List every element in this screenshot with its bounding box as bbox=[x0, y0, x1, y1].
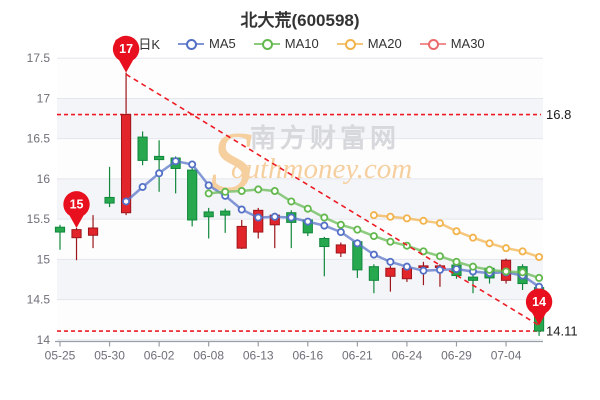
svg-text:15: 15 bbox=[70, 198, 84, 212]
chart-title: 北大荒(600598) bbox=[240, 11, 360, 30]
candle bbox=[335, 242, 346, 257]
legend-label: MA10 bbox=[284, 36, 319, 51]
candle bbox=[154, 140, 165, 192]
y-axis-tick-label: 17 bbox=[37, 91, 51, 105]
legend-item-ma5[interactable]: MA5 bbox=[178, 36, 236, 51]
y-axis-tick-label: 17.5 bbox=[27, 51, 51, 65]
y-axis-tick-label: 15 bbox=[37, 252, 51, 266]
x-axis-tick-label: 05-25 bbox=[45, 349, 76, 363]
x-axis-tick-label: 06-16 bbox=[292, 349, 323, 363]
price-pin-15: 15 bbox=[63, 191, 90, 229]
ma-line-legend-icon bbox=[336, 38, 363, 50]
candle bbox=[368, 264, 379, 294]
x-axis-tick-label: 06-24 bbox=[392, 349, 423, 363]
price-pin-14: 14 bbox=[525, 288, 553, 326]
price-pin-17: 17 bbox=[112, 35, 140, 73]
candle bbox=[385, 265, 396, 292]
candle bbox=[236, 219, 247, 249]
y-gridlines bbox=[57, 57, 543, 341]
candle bbox=[71, 228, 82, 261]
y-axis-tick-label: 16.5 bbox=[27, 132, 51, 146]
candle bbox=[203, 207, 214, 239]
candle bbox=[220, 208, 231, 233]
legend: 日K MA5 MA10 MA20 MA30 bbox=[0, 34, 600, 53]
svg-text:17: 17 bbox=[119, 42, 133, 56]
price-label-14.11: 14.11 bbox=[546, 324, 578, 339]
candle bbox=[54, 224, 66, 250]
y-axis-tick-label: 14.5 bbox=[27, 293, 51, 307]
x-axis: 05-25 05-30 06-02 06-08 06-13 06-16 06-21 06-24… bbox=[45, 340, 543, 363]
x-axis-tick-label: 06-29 bbox=[441, 349, 472, 363]
legend-label: MA5 bbox=[209, 36, 236, 51]
ma5-line bbox=[122, 157, 544, 291]
y-axis-tick-label: 14 bbox=[37, 333, 51, 347]
x-axis-tick-label: 07-04 bbox=[491, 349, 522, 363]
ma20-line bbox=[369, 211, 544, 261]
legend-item-ma10[interactable]: MA10 bbox=[253, 36, 319, 51]
price-label-16.8: 16.8 bbox=[546, 107, 571, 122]
ma-line-legend-icon bbox=[178, 38, 205, 50]
y-axis-tick-label: 16 bbox=[37, 172, 51, 186]
legend-item-ma20[interactable]: MA20 bbox=[336, 36, 402, 51]
watermark-en-text: outhmoney.com bbox=[231, 153, 412, 185]
x-axis-tick-label: 06-08 bbox=[193, 349, 224, 363]
candle bbox=[120, 72, 132, 216]
y-axis-tick-label: 15.5 bbox=[27, 212, 51, 226]
svg-text:14: 14 bbox=[532, 295, 546, 309]
legend-label: MA30 bbox=[450, 36, 485, 51]
candle bbox=[319, 236, 330, 277]
ma10-line bbox=[204, 185, 544, 282]
x-axis-tick-label: 06-13 bbox=[243, 349, 274, 363]
watermark-cn-text: 南方财富网 bbox=[250, 123, 400, 153]
x-axis-tick-label: 06-21 bbox=[342, 349, 373, 363]
candle bbox=[104, 166, 115, 208]
legend-label: 日K bbox=[138, 37, 161, 52]
x-axis-tick-label: 06-02 bbox=[144, 349, 175, 363]
legend-item-ma30[interactable]: MA30 bbox=[419, 36, 485, 51]
ma-line-legend-icon bbox=[253, 38, 280, 50]
ma-line-legend-icon bbox=[419, 38, 446, 50]
legend-label: MA20 bbox=[367, 36, 402, 51]
y-axis-labels: 17.5 17 16.5 16 15.5 15 14.5 14 bbox=[27, 51, 51, 347]
candle bbox=[87, 215, 99, 249]
candle bbox=[137, 131, 148, 166]
x-axis-tick-label: 05-30 bbox=[94, 349, 125, 363]
candle bbox=[187, 168, 198, 227]
